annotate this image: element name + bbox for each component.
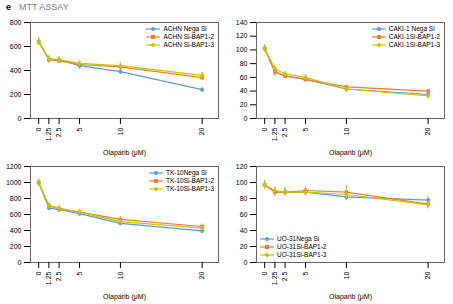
html-text:CAKI-1Si-BAP1-2: CAKI-1Si-BAP1-2 — [388, 33, 440, 40]
svg-text:1.25: 1.25 — [45, 271, 52, 285]
svg-text:80: 80 — [240, 195, 248, 202]
svg-text:800: 800 — [10, 195, 22, 202]
svg-text:200: 200 — [10, 243, 22, 250]
svg-text:1.25: 1.25 — [45, 127, 52, 141]
svg-text:Olaparib (μM): Olaparib (μM) — [103, 293, 146, 301]
svg-text:100: 100 — [236, 179, 248, 186]
svg-text:20: 20 — [424, 271, 431, 279]
html-text:UO-31Nega Si: UO-31Nega Si — [277, 235, 320, 242]
html-text:MTT ASSAY: MTT ASSAY — [19, 2, 69, 12]
svg-text:5: 5 — [302, 271, 309, 275]
html-text:ACHN Si-BAP1-3: ACHN Si-BAP1-3 — [163, 41, 214, 48]
html-text:UO-31Si-BAP1-3: UO-31Si-BAP1-3 — [277, 251, 327, 258]
svg-text:0: 0 — [35, 127, 42, 131]
html-text:UO-31Si-BAP1-2: UO-31Si-BAP1-2 — [277, 243, 327, 250]
svg-text:5: 5 — [76, 127, 83, 131]
html-text:TK-10Si-BAP1-3: TK-10Si-BAP1-3 — [166, 185, 214, 192]
svg-text:1.25: 1.25 — [271, 127, 278, 141]
svg-text:5: 5 — [76, 271, 83, 275]
svg-text:0: 0 — [244, 259, 248, 266]
svg-text:5: 5 — [302, 127, 309, 131]
html-text:CAKI-1Si-BAP1-3: CAKI-1Si-BAP1-3 — [388, 41, 440, 48]
svg-text:0: 0 — [35, 271, 42, 275]
svg-text:600: 600 — [10, 211, 22, 218]
svg-text:100: 100 — [236, 46, 248, 53]
svg-text:1000: 1000 — [6, 179, 22, 186]
svg-text:600: 600 — [10, 43, 22, 50]
html-text:CAKI-1 Nega Si: CAKI-1 Nega Si — [388, 25, 435, 32]
svg-text:400: 400 — [10, 67, 22, 74]
svg-text:2.5: 2.5 — [281, 127, 288, 137]
html-text:TK-10Si-BAP1-2: TK-10Si-BAP1-2 — [166, 177, 214, 184]
svg-text:20: 20 — [198, 271, 205, 279]
svg-text:0: 0 — [261, 127, 268, 131]
svg-text:10: 10 — [117, 271, 124, 279]
svg-text:400: 400 — [10, 227, 22, 234]
svg-text:40: 40 — [240, 87, 248, 94]
svg-text:120: 120 — [236, 163, 248, 170]
svg-text:2.5: 2.5 — [281, 271, 288, 281]
svg-text:Olaparib (μM): Olaparib (μM) — [103, 149, 146, 157]
svg-text:1.25: 1.25 — [271, 271, 278, 285]
html-text:e: e — [6, 2, 11, 12]
svg-text:Olaparib (μM): Olaparib (μM) — [329, 293, 372, 301]
svg-text:120: 120 — [236, 32, 248, 39]
svg-text:0: 0 — [244, 115, 248, 122]
svg-text:20: 20 — [198, 127, 205, 135]
svg-text:2.5: 2.5 — [55, 127, 62, 137]
svg-text:80: 80 — [240, 60, 248, 67]
svg-text:60: 60 — [240, 211, 248, 218]
svg-text:20: 20 — [240, 243, 248, 250]
html-text:TK-10Nega Si: TK-10Nega Si — [166, 169, 207, 176]
svg-text:20: 20 — [240, 101, 248, 108]
svg-text:200: 200 — [10, 91, 22, 98]
svg-text:800: 800 — [10, 19, 22, 26]
svg-text:1200: 1200 — [6, 163, 22, 170]
html-text:ACHN Si-BAP1-2: ACHN Si-BAP1-2 — [163, 33, 214, 40]
svg-text:Olaparib (μM): Olaparib (μM) — [329, 149, 372, 157]
svg-text:60: 60 — [240, 74, 248, 81]
svg-text:10: 10 — [343, 127, 350, 135]
svg-text:0: 0 — [261, 271, 268, 275]
svg-text:0: 0 — [18, 259, 22, 266]
html-text:ACHN Nega Si: ACHN Nega Si — [163, 25, 207, 32]
svg-text:140: 140 — [236, 19, 248, 26]
svg-text:2.5: 2.5 — [55, 271, 62, 281]
svg-text:10: 10 — [117, 127, 124, 135]
svg-text:10: 10 — [343, 271, 350, 279]
svg-text:0: 0 — [18, 115, 22, 122]
svg-text:20: 20 — [424, 127, 431, 135]
svg-text:40: 40 — [240, 227, 248, 234]
